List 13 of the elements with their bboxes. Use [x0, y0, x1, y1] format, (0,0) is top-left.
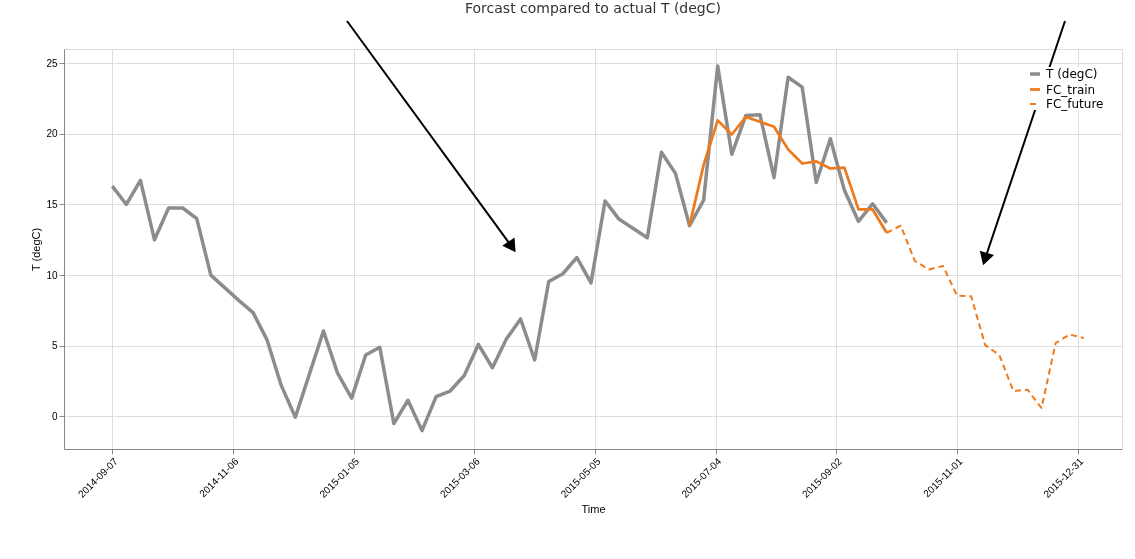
y-tick-label: 25 — [46, 57, 58, 69]
y-axis-title: T (degC) — [30, 227, 43, 272]
legend-label: FC_train — [1046, 82, 1096, 97]
y-tick-label: 5 — [51, 340, 58, 352]
line-series — [110, 64, 889, 433]
y-tick-label: 15 — [46, 198, 58, 210]
x-axis-title: Time — [581, 502, 606, 515]
legend-label: T (degC) — [1045, 67, 1098, 81]
chart-title: Forcast compared to actual T (degC) — [465, 0, 721, 16]
y-tick-label: 20 — [46, 128, 58, 140]
y-tick-label: 10 — [46, 269, 58, 281]
legend-label: FC_future — [1046, 97, 1104, 111]
y-tick-label: 0 — [51, 410, 58, 422]
